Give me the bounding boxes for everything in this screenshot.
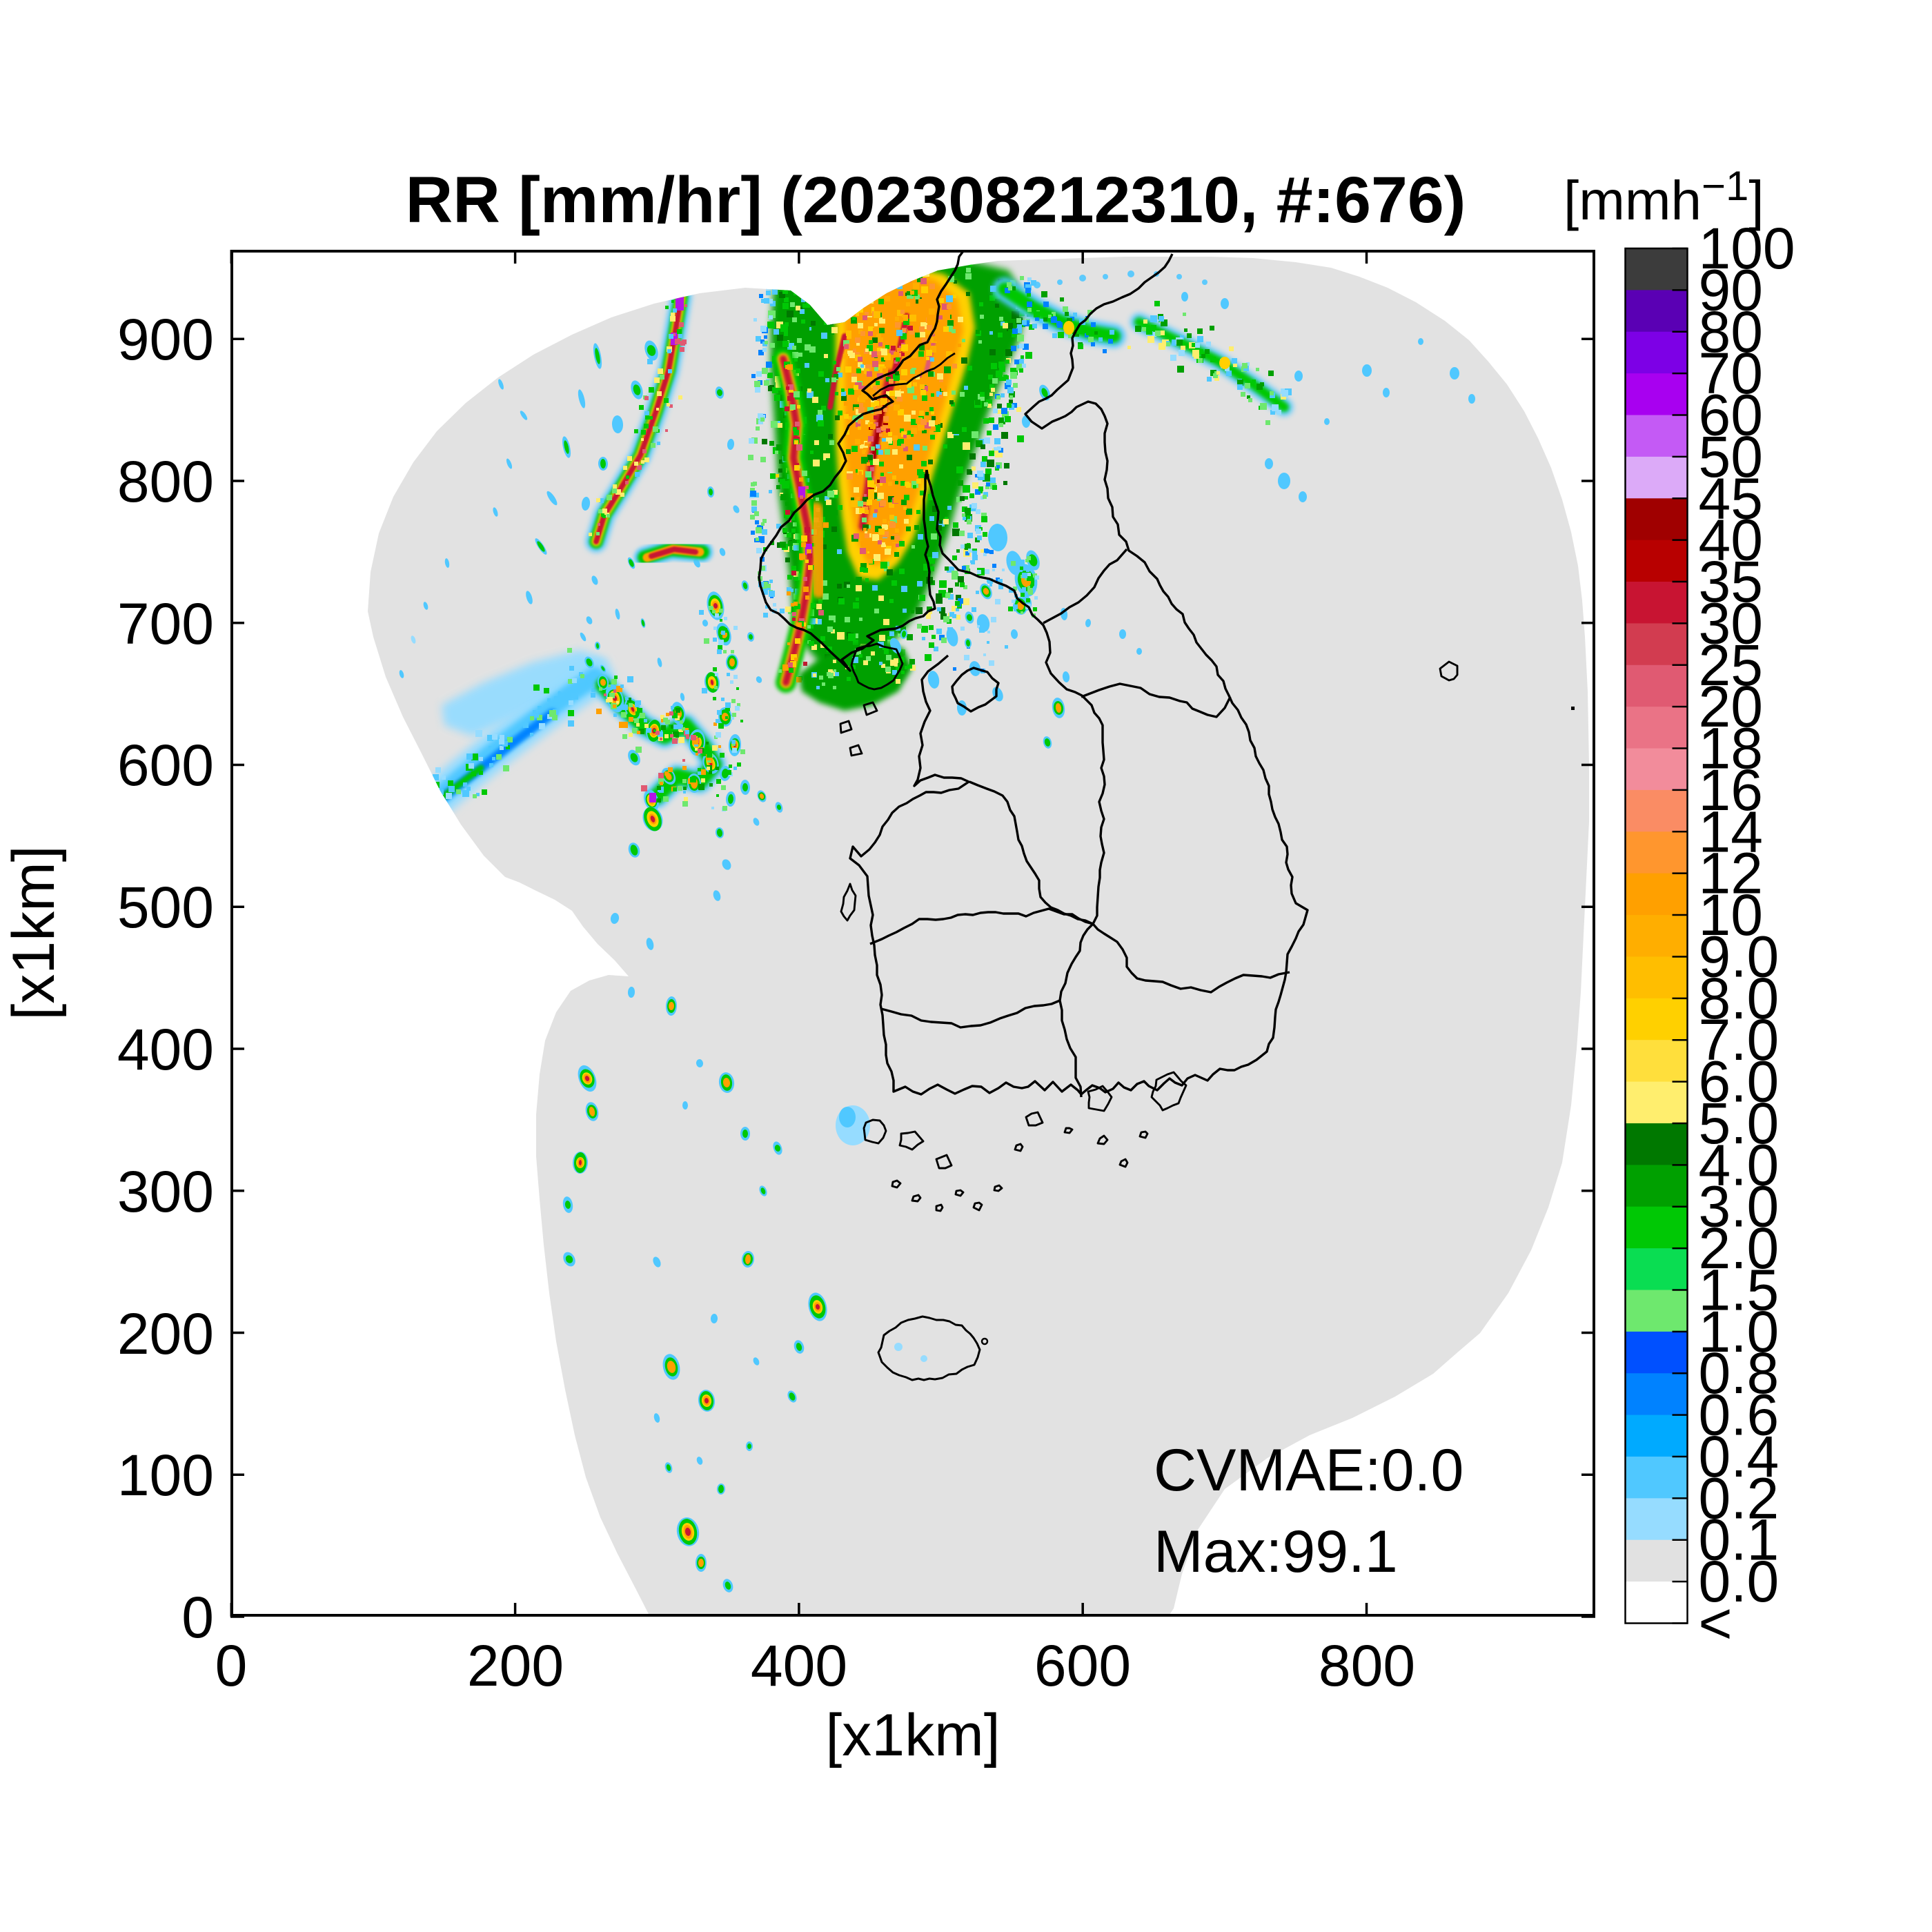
svg-text:CVMAE:0.0: CVMAE:0.0 bbox=[1154, 1437, 1463, 1504]
svg-text:45: 45 bbox=[1699, 466, 1763, 531]
svg-text:18: 18 bbox=[1699, 716, 1763, 781]
svg-text:<: < bbox=[1699, 1591, 1733, 1656]
svg-text:20: 20 bbox=[1699, 674, 1763, 739]
svg-text:0.1: 0.1 bbox=[1699, 1508, 1780, 1573]
svg-text:90: 90 bbox=[1699, 257, 1763, 322]
svg-text:6.0: 6.0 bbox=[1699, 1049, 1780, 1114]
svg-text:500: 500 bbox=[117, 875, 214, 940]
svg-text:0.4: 0.4 bbox=[1699, 1424, 1780, 1489]
svg-text:0.0: 0.0 bbox=[1699, 1549, 1780, 1614]
svg-text:1.0: 1.0 bbox=[1699, 1299, 1780, 1364]
svg-text:25: 25 bbox=[1699, 633, 1763, 698]
svg-text:70: 70 bbox=[1699, 341, 1763, 406]
svg-text:0.6: 0.6 bbox=[1699, 1383, 1780, 1448]
svg-text:2.0: 2.0 bbox=[1699, 1216, 1780, 1281]
svg-text:1.5: 1.5 bbox=[1699, 1258, 1780, 1323]
svg-text:200: 200 bbox=[117, 1301, 214, 1366]
svg-text:100: 100 bbox=[1699, 216, 1795, 281]
svg-text:400: 400 bbox=[751, 1633, 847, 1698]
svg-text:80: 80 bbox=[1699, 299, 1763, 364]
svg-text:100: 100 bbox=[117, 1443, 214, 1508]
svg-text:800: 800 bbox=[1319, 1633, 1415, 1698]
svg-text:50: 50 bbox=[1699, 424, 1763, 489]
svg-text:400: 400 bbox=[117, 1017, 214, 1082]
svg-text:5.0: 5.0 bbox=[1699, 1091, 1780, 1156]
svg-text:700: 700 bbox=[117, 591, 214, 656]
svg-text:0.2: 0.2 bbox=[1699, 1466, 1780, 1530]
svg-text:4.0: 4.0 bbox=[1699, 1132, 1780, 1197]
svg-text:40: 40 bbox=[1699, 508, 1763, 573]
svg-text:200: 200 bbox=[467, 1633, 564, 1698]
svg-text:0: 0 bbox=[181, 1585, 214, 1650]
svg-text:[x1km]: [x1km] bbox=[1, 845, 67, 1020]
svg-text:600: 600 bbox=[117, 733, 214, 798]
svg-text:60: 60 bbox=[1699, 383, 1763, 448]
svg-text:0.8: 0.8 bbox=[1699, 1341, 1780, 1406]
svg-text:9.0: 9.0 bbox=[1699, 924, 1780, 989]
svg-text:800: 800 bbox=[117, 449, 214, 514]
svg-text:14: 14 bbox=[1699, 799, 1763, 864]
svg-text:0: 0 bbox=[215, 1633, 248, 1698]
svg-text:30: 30 bbox=[1699, 591, 1763, 656]
svg-text:RR [mm/hr] (202308212310, #:67: RR [mm/hr] (202308212310, #:676) bbox=[406, 164, 1466, 237]
svg-text:Max:99.1: Max:99.1 bbox=[1154, 1519, 1398, 1585]
svg-text:7.0: 7.0 bbox=[1699, 1007, 1780, 1072]
svg-text:35: 35 bbox=[1699, 549, 1763, 614]
svg-text:[x1km]: [x1km] bbox=[825, 1702, 1000, 1768]
svg-text:900: 900 bbox=[117, 307, 214, 372]
svg-text:300: 300 bbox=[117, 1159, 214, 1224]
svg-text:8.0: 8.0 bbox=[1699, 966, 1780, 1031]
svg-text:12: 12 bbox=[1699, 841, 1763, 906]
svg-text:3.0: 3.0 bbox=[1699, 1174, 1780, 1239]
svg-text:600: 600 bbox=[1034, 1633, 1131, 1698]
svg-text:16: 16 bbox=[1699, 758, 1763, 822]
svg-text:10: 10 bbox=[1699, 883, 1763, 947]
